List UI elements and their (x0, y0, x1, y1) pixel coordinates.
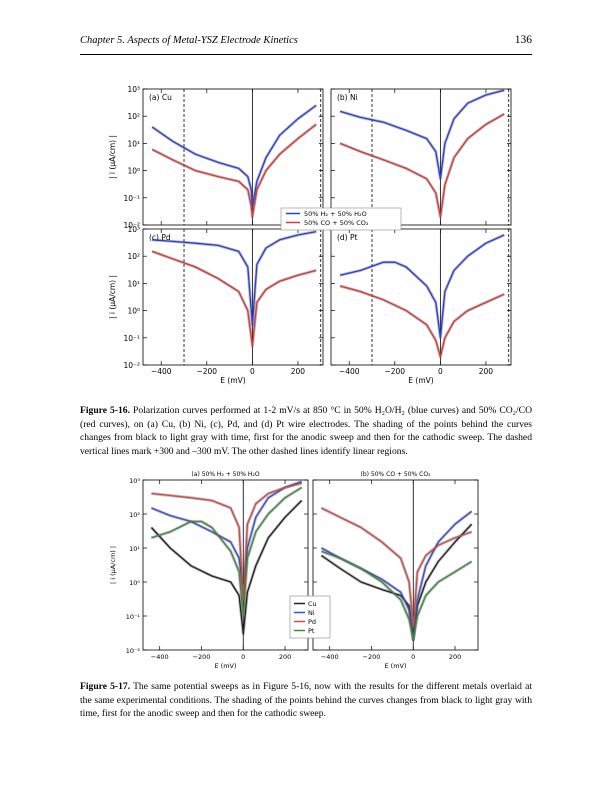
series-line (152, 230, 317, 326)
y-tick-label: 10⁰ (127, 307, 140, 316)
x-tick-label: −400 (339, 367, 360, 376)
chapter-title: Chapter 5. Aspects of Metal-YSZ Electrod… (80, 35, 298, 46)
y-tick-label: 10² (127, 112, 140, 121)
chart-panel: 10⁻² 10⁻¹ 10⁰ 10¹ 10² 10³ −400 −200 0 200 E (mV) (c… (123, 225, 324, 385)
figure-5-16-caption: Figure 5-16. Polarization curves perform… (80, 404, 532, 458)
x-axis-label: E (mV) (220, 376, 245, 385)
figure-5-17-caption: Figure 5-17. The same potential sweeps a… (80, 680, 532, 721)
legend-entry: Cu (308, 600, 317, 608)
legend-entry: 50% H₂ + 50% H₂O (304, 210, 367, 218)
y-tick-label: 10¹ (127, 139, 140, 148)
panel-label: (c) Pd (149, 233, 171, 242)
x-tick-label: 200 (279, 653, 291, 661)
x-tick-label: 0 (411, 653, 415, 661)
x-tick-label: −200 (363, 653, 381, 661)
chart-panel: (b) Ni (330, 88, 512, 226)
x-tick-label: −400 (151, 653, 169, 661)
x-tick-label: 0 (250, 367, 255, 376)
x-tick-label: 200 (449, 653, 461, 661)
series-line (150, 500, 303, 635)
y-tick-label: 10⁻² (123, 221, 140, 230)
figure-5-16: 10⁻² 10⁻¹ 10⁰ 10¹ 10² 10³ (a) Cu (b) Ni 10⁻² 10⁻¹… (108, 85, 512, 385)
figure-5-17-label: Figure 5-17. (80, 681, 131, 692)
y-axis-label: | i (μA/cm) | (108, 135, 117, 179)
x-axis-label: E (mV) (384, 662, 406, 670)
y-tick-label: 10⁰ (127, 167, 140, 176)
legend-box (280, 207, 402, 231)
series-line (339, 89, 505, 180)
y-tick-label: 10⁻¹ (123, 194, 140, 203)
panel-frame (142, 228, 324, 366)
figure-5-17-text: The same potential sweeps as in Figure 5… (80, 681, 532, 719)
page-header: Chapter 5. Aspects of Metal-YSZ Electrod… (80, 28, 532, 55)
figure-5-16-label: Figure 5-16. (80, 405, 131, 416)
y-axis-label: | i (μA/cm) | (109, 546, 117, 584)
y-tick-label: 10² (129, 511, 140, 519)
x-tick-label: −200 (193, 653, 211, 661)
y-tick-label: 10³ (129, 477, 140, 485)
x-tick-label: −400 (151, 367, 172, 376)
x-tick-label: −200 (384, 367, 405, 376)
y-tick-label: 10⁰ (129, 579, 140, 587)
series-line (151, 250, 317, 347)
series-line (151, 123, 317, 218)
series-line (321, 550, 473, 641)
series-line (151, 486, 303, 617)
y-tick-label: 10¹ (129, 545, 140, 553)
x-tick-label: 0 (241, 653, 245, 661)
series-line (339, 113, 505, 218)
y-tick-label: 10³ (127, 225, 140, 234)
y-tick-label: 10¹ (127, 279, 140, 288)
page-number: 136 (514, 34, 532, 46)
series-line (151, 480, 302, 593)
x-axis-label: E (mV) (214, 662, 236, 670)
panel-frame (142, 88, 324, 226)
x-axis-label: E (mV) (408, 376, 433, 385)
y-tick-label: 10⁻¹ (123, 334, 140, 343)
legend-entry: Pt (308, 627, 315, 635)
x-tick-label: −400 (321, 653, 339, 661)
x-tick-label: 200 (479, 367, 494, 376)
chart-panel: 10⁻² 10⁻¹ 10⁰ 10¹ 10² 10³ −400 −200 0 200 E (mV) (a… (126, 471, 309, 670)
chart-panel: 10⁻² 10⁻¹ 10⁰ 10¹ 10² 10³ (a) Cu (123, 85, 324, 230)
series-line (151, 104, 317, 207)
y-tick-label: 10² (127, 252, 140, 261)
panel-label: (b) Ni (337, 93, 358, 102)
series-line (339, 285, 505, 358)
series-line (321, 507, 472, 627)
panel-frame (330, 228, 512, 366)
x-tick-label: 200 (291, 367, 306, 376)
legend-entry: 50% CO + 50% CO₂ (304, 219, 369, 227)
legend-entry: Ni (308, 609, 315, 617)
series-line (339, 234, 505, 339)
panel-label: (a) Cu (149, 93, 172, 102)
y-axis-label: | i (μA/cm) | (108, 275, 117, 319)
chart-panel: −400 −200 0 200 E (mV) (b) 50% CO + 50% CO₂ (312, 471, 479, 670)
y-tick-label: 10⁻¹ (126, 613, 141, 621)
panel-frame (312, 479, 479, 651)
panel-title: (b) 50% CO + 50% CO₂ (361, 471, 432, 478)
panel-label: (d) Pt (337, 233, 358, 242)
panel-title: (a) 50% H₂ + 50% H₂O (191, 471, 259, 478)
x-tick-label: −200 (196, 367, 217, 376)
panel-frame (142, 479, 309, 651)
panel-frame (330, 88, 512, 226)
figure-5-17: 10⁻² 10⁻¹ 10⁰ 10¹ 10² 10³ −400 −200 0 200 E (mV) (a… (109, 471, 479, 670)
series-line (151, 482, 302, 601)
chart-panel: −400 −200 0 200 E (mV) (d) Pt (330, 228, 512, 385)
y-tick-label: 10⁻² (123, 361, 140, 370)
y-tick-label: 10⁻² (126, 647, 141, 655)
y-tick-label: 10³ (127, 85, 140, 94)
figure-5-16-text: Polarization curves performed at 1-2 mV/… (80, 405, 533, 457)
x-tick-label: 0 (438, 367, 443, 376)
legend-entry: Pd (308, 618, 316, 626)
